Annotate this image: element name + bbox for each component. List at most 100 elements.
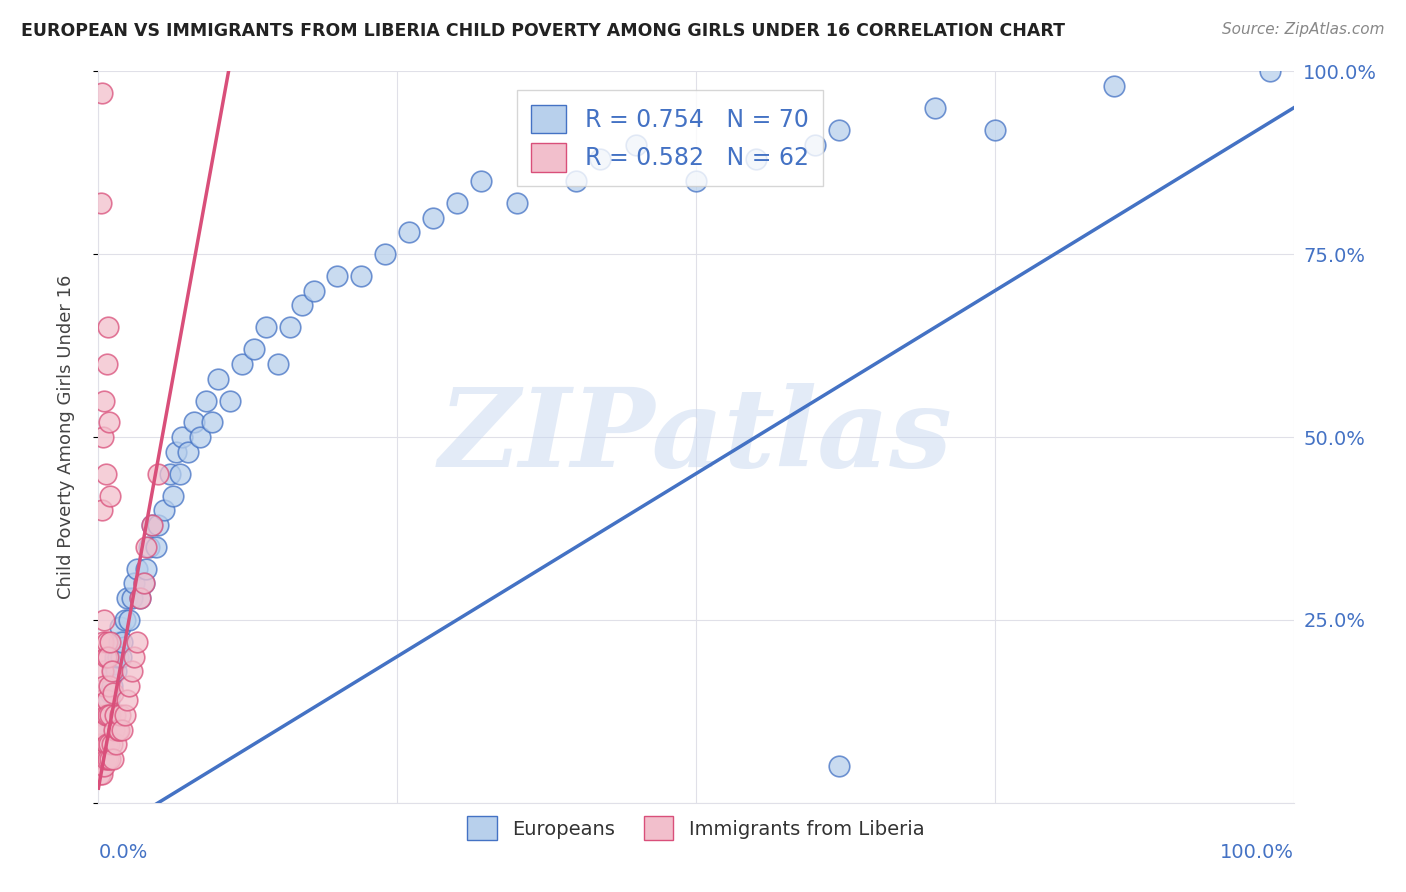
Point <box>105 664 128 678</box>
Point <box>98 708 122 723</box>
Point <box>121 591 143 605</box>
Point <box>132 576 155 591</box>
Point <box>153 503 176 517</box>
Point <box>278 320 301 334</box>
Point <box>96 635 118 649</box>
Point <box>103 723 125 737</box>
Point <box>97 752 120 766</box>
Point <box>96 737 118 751</box>
Point <box>91 635 114 649</box>
Point <box>1258 64 1281 78</box>
Point <box>98 635 122 649</box>
Point <box>254 320 277 334</box>
Point <box>94 467 117 481</box>
Point <box>111 635 134 649</box>
Point <box>183 416 205 430</box>
Point <box>159 467 181 481</box>
Point <box>804 137 827 152</box>
Point <box>398 225 420 239</box>
Point <box>93 679 115 693</box>
Point <box>589 152 612 166</box>
Point <box>89 752 111 766</box>
Point <box>984 123 1007 137</box>
Point <box>207 371 229 385</box>
Point <box>98 416 121 430</box>
Point <box>104 649 127 664</box>
Point <box>470 174 492 188</box>
Point <box>98 752 122 766</box>
Point <box>98 737 121 751</box>
Point <box>107 723 129 737</box>
Point <box>135 540 157 554</box>
Text: ZIPatlas: ZIPatlas <box>439 384 953 491</box>
Point <box>104 708 127 723</box>
Point <box>135 562 157 576</box>
Point <box>195 393 218 408</box>
Point <box>94 752 117 766</box>
Point <box>91 723 114 737</box>
Point <box>132 576 155 591</box>
Point <box>626 137 648 152</box>
Point <box>148 467 170 481</box>
Point <box>169 467 191 481</box>
Point <box>541 152 564 166</box>
Point <box>91 766 114 780</box>
Point <box>101 664 124 678</box>
Point <box>118 613 141 627</box>
Point <box>114 708 136 723</box>
Point <box>108 620 131 634</box>
Point <box>98 693 121 707</box>
Point <box>446 196 468 211</box>
Point <box>91 752 114 766</box>
Point <box>101 686 124 700</box>
Point <box>107 649 129 664</box>
Point <box>162 489 184 503</box>
Point <box>565 174 588 188</box>
Point <box>138 540 160 554</box>
Point <box>124 576 146 591</box>
Point <box>302 284 325 298</box>
Text: 100.0%: 100.0% <box>1219 843 1294 862</box>
Point <box>94 649 117 664</box>
Point <box>145 540 167 554</box>
Point <box>231 357 253 371</box>
Point <box>97 320 120 334</box>
Point <box>93 759 115 773</box>
Point <box>1104 78 1126 93</box>
Point <box>118 679 141 693</box>
Point <box>124 649 146 664</box>
Point <box>188 430 211 444</box>
Point <box>141 517 163 532</box>
Point <box>97 708 120 723</box>
Text: Source: ZipAtlas.com: Source: ZipAtlas.com <box>1222 22 1385 37</box>
Point <box>96 693 118 707</box>
Point <box>91 693 114 707</box>
Point <box>98 489 122 503</box>
Text: 0.0%: 0.0% <box>98 843 148 862</box>
Point <box>115 693 138 707</box>
Point <box>125 562 148 576</box>
Point <box>91 752 114 766</box>
Point <box>91 737 114 751</box>
Point <box>90 759 112 773</box>
Point <box>165 444 187 458</box>
Point <box>107 635 129 649</box>
Point <box>107 723 129 737</box>
Point <box>924 101 946 115</box>
Point <box>96 357 118 371</box>
Point <box>177 444 200 458</box>
Point <box>219 393 242 408</box>
Point <box>93 393 115 408</box>
Point <box>98 679 121 693</box>
Point <box>90 737 112 751</box>
Point <box>326 269 349 284</box>
Point <box>141 517 163 532</box>
Point <box>422 211 444 225</box>
Point <box>101 752 124 766</box>
Point <box>243 343 266 357</box>
Point <box>201 416 224 430</box>
Point <box>350 269 373 284</box>
Point <box>93 723 115 737</box>
Point <box>111 723 134 737</box>
Point <box>121 664 143 678</box>
